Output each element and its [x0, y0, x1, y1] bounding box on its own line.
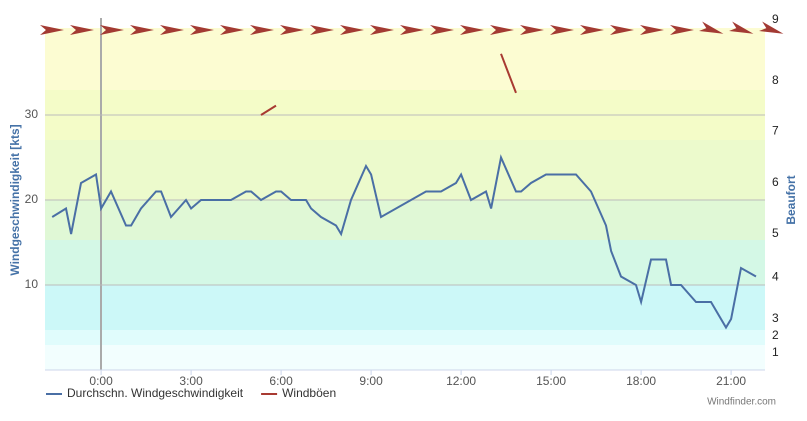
y2-tick-label: 2	[772, 328, 779, 342]
series-line	[260, 53, 517, 116]
y2-tick-label: 5	[772, 226, 779, 240]
y2-axis-title: Beaufort	[784, 175, 798, 224]
direction-arrow	[310, 25, 334, 35]
x-tick-label: 6:00	[269, 374, 293, 388]
legend-label: Durchschn. Windgeschwindigkeit	[67, 386, 244, 400]
x-tick-label: 21:00	[716, 374, 746, 388]
y-tick-label: 20	[25, 192, 39, 206]
direction-arrow	[340, 25, 364, 35]
y-axis-title: Windgeschwindigkeit [kts]	[8, 124, 22, 275]
band	[45, 285, 765, 330]
direction-arrow	[759, 21, 784, 34]
direction-arrow	[610, 25, 634, 35]
direction-arrow	[190, 25, 214, 35]
x-tick-label: 0:00	[89, 374, 113, 388]
beaufort-bands	[45, 28, 765, 370]
direction-arrow	[550, 25, 574, 35]
y2-tick-label: 3	[772, 311, 779, 325]
series-line	[51, 154, 757, 330]
direction-arrow	[430, 25, 454, 35]
legend-label: Windböen	[282, 386, 336, 400]
band	[45, 330, 765, 345]
direction-arrow	[70, 25, 94, 35]
direction-arrows	[40, 21, 784, 35]
band	[45, 345, 765, 370]
direction-arrow	[130, 25, 154, 35]
x-tick-label: 12:00	[446, 374, 476, 388]
direction-arrow	[490, 25, 514, 35]
x-tick-label: 9:00	[359, 374, 383, 388]
x-tick-label: 15:00	[536, 374, 566, 388]
credit: Windfinder.com	[707, 397, 776, 408]
direction-arrow	[40, 25, 64, 35]
direction-arrow	[160, 25, 184, 35]
band	[45, 240, 765, 285]
y-tick-label: 10	[25, 277, 39, 291]
x-tick-label: 3:00	[179, 374, 203, 388]
direction-arrow	[460, 25, 484, 35]
direction-arrow	[729, 21, 754, 34]
direction-arrow	[670, 25, 694, 35]
y2-tick-label: 1	[772, 345, 779, 359]
y2-tick-label: 7	[772, 123, 779, 137]
y2-tick-label: 4	[772, 270, 779, 284]
band	[45, 200, 765, 240]
direction-arrow	[280, 25, 304, 35]
x-tick-label: 18:00	[626, 374, 656, 388]
direction-arrow	[580, 25, 604, 35]
direction-arrow	[220, 25, 244, 35]
direction-arrow	[640, 25, 664, 35]
direction-arrow	[699, 21, 724, 34]
y2-tick-label: 6	[772, 175, 779, 189]
direction-arrow	[100, 25, 124, 35]
direction-arrow	[370, 25, 394, 35]
y2-tick-label: 8	[772, 73, 779, 87]
y-tick-label: 30	[25, 107, 39, 121]
direction-arrow	[520, 25, 544, 35]
band	[45, 28, 765, 90]
direction-arrow	[250, 25, 274, 35]
band	[45, 140, 765, 200]
direction-arrow	[400, 25, 424, 35]
y2-tick-label: 9	[772, 12, 779, 26]
